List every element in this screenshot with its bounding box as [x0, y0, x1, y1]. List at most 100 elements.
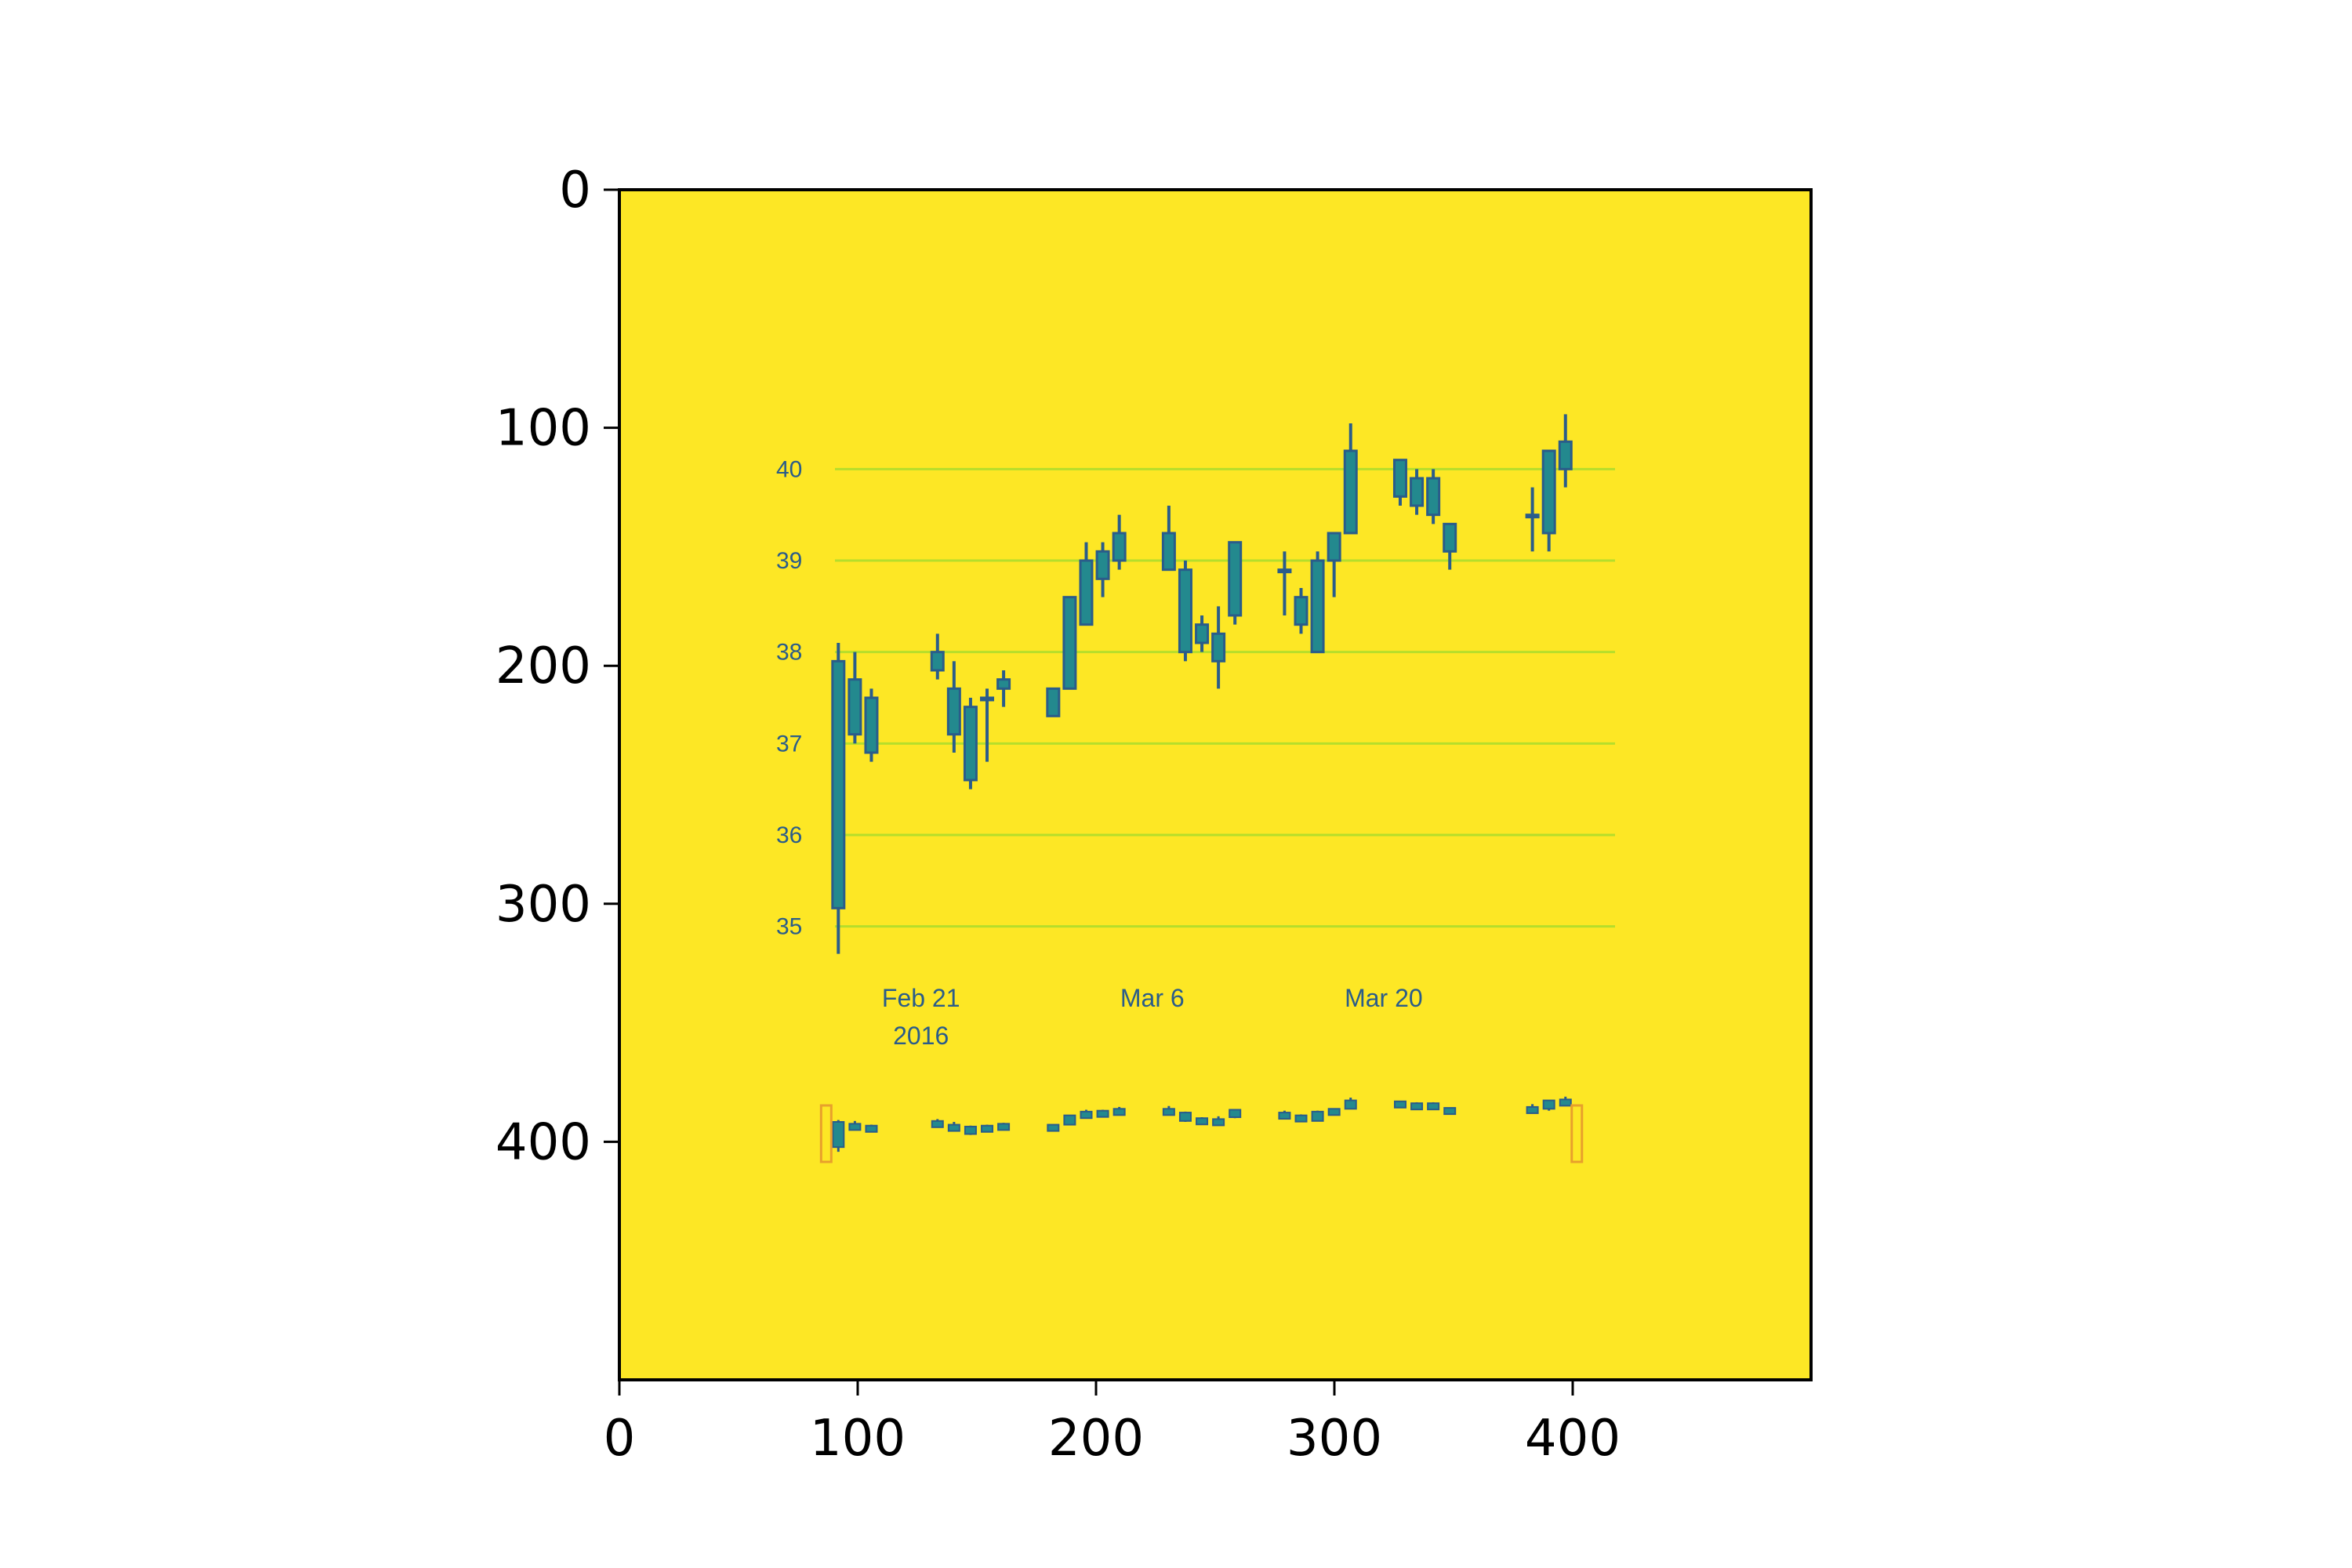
navigator-candle [981, 1124, 994, 1133]
navigator-candle-body [1327, 1108, 1341, 1116]
candle [1112, 514, 1127, 570]
y-tick-label: 38 [776, 640, 802, 666]
candle-body [848, 678, 862, 736]
candle [996, 670, 1011, 707]
navigator-candle [931, 1119, 944, 1128]
navigator-candles [832, 1096, 1572, 1152]
outer-x-tick-label: 400 [1525, 1410, 1621, 1468]
navigator-candle [1410, 1102, 1424, 1111]
navigator-candle-body [1542, 1099, 1555, 1110]
navigator-candle-body [1427, 1102, 1440, 1111]
navigator-candle [1196, 1117, 1209, 1126]
candle [1095, 542, 1110, 597]
candle-body [946, 687, 961, 736]
outer-y-tick-label: 400 [495, 1113, 591, 1171]
y-tick-label: 35 [776, 914, 802, 940]
candle-body [980, 696, 995, 702]
candle [864, 688, 879, 762]
navigator-candle-body [1162, 1108, 1175, 1116]
navigator-candle-body [848, 1123, 862, 1131]
x-tick-label: Mar 6 [1120, 984, 1185, 1012]
candle [1410, 469, 1425, 515]
navigator-candle-body [1278, 1112, 1291, 1120]
candle [1443, 522, 1457, 570]
x-tick-label: Feb 21 [882, 984, 960, 1012]
navigator-candle [1294, 1114, 1308, 1123]
candle [1062, 596, 1077, 690]
candle [946, 661, 961, 753]
navigator-candle [1327, 1108, 1341, 1116]
navigator-candle [1047, 1123, 1060, 1132]
candle [1277, 551, 1292, 615]
candle [1327, 532, 1341, 597]
navigator-handle-right[interactable] [1570, 1104, 1584, 1163]
navigator-candle [1212, 1116, 1225, 1127]
navigator-candle-body [1096, 1109, 1109, 1118]
navigator-handle-left[interactable] [819, 1104, 833, 1163]
navigator-candle [1393, 1100, 1406, 1109]
candle [1046, 687, 1061, 717]
outer-x-tick-label: 0 [604, 1410, 636, 1468]
candle-body [1046, 687, 1061, 717]
navigator-candle [1063, 1114, 1076, 1126]
inner-chart: 40 39 38 37 36 35 Feb 21 2016 Mar 6 Mar 20 [776, 414, 1615, 1163]
y-tick-label: 36 [776, 822, 802, 848]
navigator-candle-body [865, 1124, 878, 1133]
navigator-candle-body [981, 1124, 994, 1133]
outer-x-ticks: 0 100 200 300 400 [604, 1380, 1621, 1468]
navigator-candle-body [1080, 1110, 1093, 1120]
candle [1228, 541, 1243, 625]
navigator-candle-body [832, 1120, 845, 1149]
navigator-candle [1443, 1107, 1457, 1116]
y-tick-label: 37 [776, 731, 802, 757]
candle [1211, 606, 1226, 689]
navigator-candle-body [1526, 1105, 1539, 1114]
y-tick-label: 39 [776, 548, 802, 574]
navigator-candle [997, 1123, 1011, 1131]
candle [1525, 487, 1540, 552]
navigator [819, 1096, 1584, 1163]
outer-axes: 40 39 38 37 36 35 Feb 21 2016 Mar 6 Mar 20 0 100 2… [495, 162, 1813, 1468]
navigator-candle-body [1294, 1114, 1308, 1123]
candle [831, 643, 846, 954]
candle [1310, 551, 1325, 654]
candle [1178, 561, 1192, 662]
candle-body [963, 706, 978, 782]
navigator-candle-body [964, 1125, 977, 1135]
candle-body [831, 659, 846, 909]
navigator-candle-body [1178, 1112, 1192, 1122]
candle-body [1079, 559, 1094, 626]
candle-body [1443, 522, 1457, 553]
candle-body [1525, 514, 1540, 519]
navigator-candle [865, 1124, 878, 1133]
navigator-candle-body [1212, 1118, 1225, 1127]
navigator-candle [1427, 1102, 1440, 1111]
candle-body [1095, 550, 1110, 580]
navigator-candle [1278, 1110, 1291, 1120]
y-axis-labels: 40 39 38 37 36 35 [776, 456, 802, 939]
navigator-candle-body [1393, 1100, 1406, 1109]
candle-body [864, 696, 879, 754]
candle-body [1558, 440, 1573, 470]
y-tick-label: 40 [776, 456, 802, 482]
navigator-candle [832, 1120, 845, 1152]
candle [1195, 615, 1210, 652]
navigator-candle [1096, 1109, 1109, 1118]
candle [963, 698, 978, 789]
navigator-candle-body [1443, 1107, 1457, 1116]
candle-body [1228, 541, 1243, 617]
navigator-candle-body [947, 1123, 960, 1132]
outer-x-tick-label: 300 [1287, 1410, 1382, 1468]
candle-body [1392, 459, 1407, 498]
navigator-candle [1080, 1109, 1093, 1120]
navigator-candle-body [1112, 1108, 1126, 1116]
navigator-candle-body [1311, 1110, 1324, 1122]
candle [1161, 506, 1176, 572]
candle [1343, 423, 1358, 535]
candle-body [1112, 532, 1127, 562]
candles [831, 414, 1573, 954]
candle-body [1161, 532, 1176, 572]
candle [1294, 588, 1308, 634]
image-area [619, 190, 1811, 1380]
